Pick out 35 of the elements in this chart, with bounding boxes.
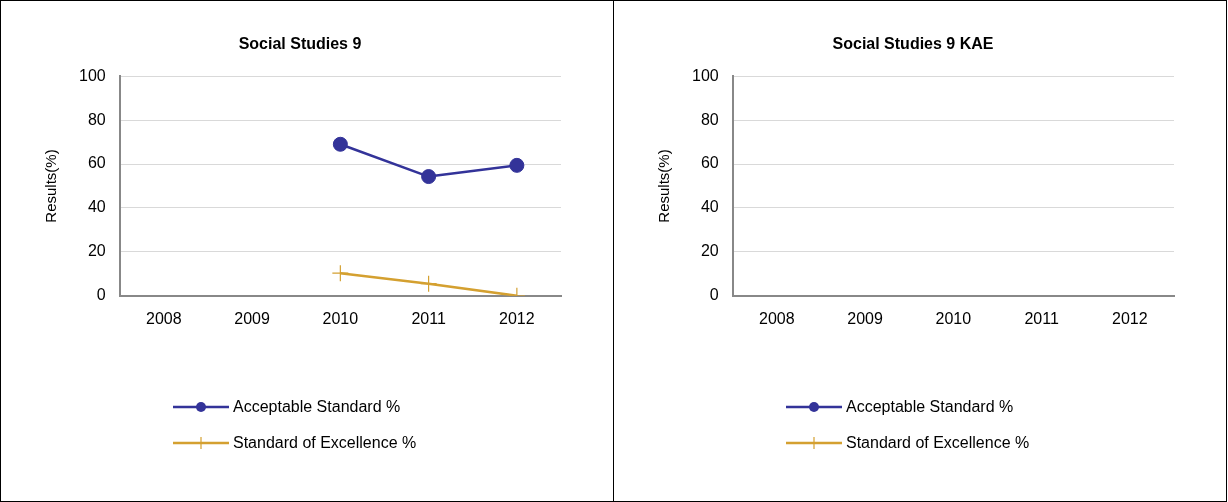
x-tick-label: 2008 [759, 309, 795, 327]
y-tick-label: 20 [87, 242, 106, 260]
point [331, 264, 349, 282]
y-tick-label: 20 [700, 242, 719, 260]
y-axis-title: Results(%) [42, 149, 60, 223]
y-tick-label: 40 [87, 198, 106, 216]
x-tick-label: 2011 [1024, 309, 1059, 327]
point [420, 275, 438, 293]
y-tick-label: 60 [87, 154, 106, 172]
x-tick-label: 2012 [499, 309, 535, 327]
point [421, 169, 437, 185]
x-tick-label: 2010 [935, 309, 972, 327]
y-tick-label: 80 [87, 110, 106, 128]
y-tick-label: 0 [96, 286, 106, 304]
y-axis-title: Results(%) [655, 149, 673, 223]
x-tick-label: 2012 [1112, 309, 1148, 327]
x-tick-label: 2008 [146, 309, 182, 327]
chart-title: Social Studies 9 [238, 35, 362, 53]
point [332, 136, 348, 152]
y-tick-label: 100 [691, 66, 719, 84]
y-tick-label: 80 [700, 110, 719, 128]
y-tick-label: 0 [709, 286, 719, 304]
legend-label: Acceptable Standard % [233, 398, 401, 416]
y-tick-label: 60 [700, 154, 719, 172]
legend-label: Standard of Excellence % [233, 434, 417, 452]
x-tick-label: 2009 [847, 309, 883, 327]
x-tick-label: 2010 [322, 309, 359, 327]
y-tick-label: 100 [78, 66, 106, 84]
x-tick-label: 2009 [234, 309, 270, 327]
legend-label: Acceptable Standard % [846, 398, 1014, 416]
point [509, 157, 525, 173]
x-tick-label: 2011 [411, 309, 446, 327]
y-tick-label: 40 [700, 198, 719, 216]
legend-label: Standard of Excellence % [846, 434, 1030, 452]
chart-title: Social Studies 9 KAE [832, 35, 994, 53]
